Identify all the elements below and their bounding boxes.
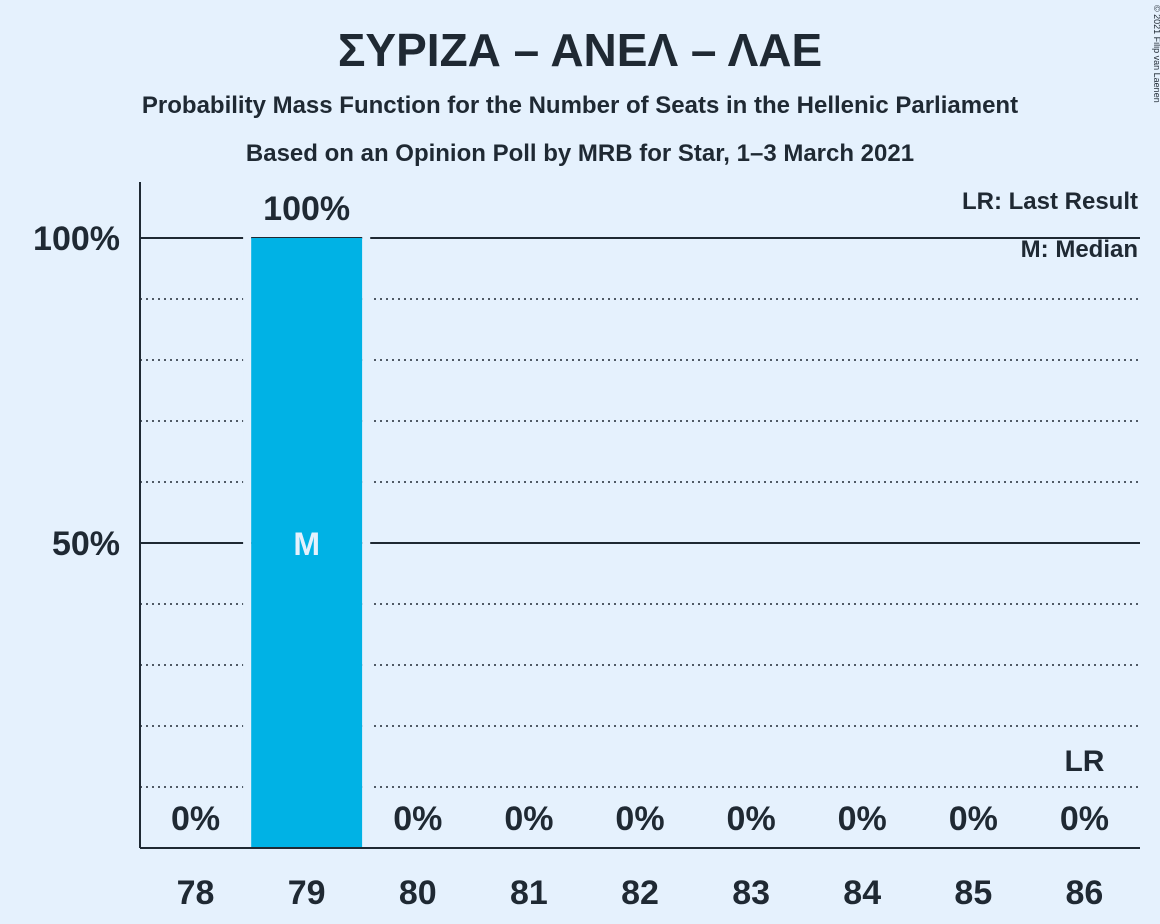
x-tick-label-82: 82: [621, 874, 659, 912]
bar-value-label-85: 0%: [949, 800, 998, 838]
last-result-marker: LR: [1064, 745, 1104, 778]
bar-gap-right-79: [362, 234, 371, 848]
legend-median: M: Median: [1021, 236, 1138, 263]
gridlines: [140, 237, 1140, 788]
x-tick-label-81: 81: [510, 874, 548, 912]
bars: [243, 234, 371, 848]
x-tick-label-83: 83: [732, 874, 770, 912]
x-tick-label-80: 80: [399, 874, 437, 912]
y-tick-label-50: 50%: [52, 525, 120, 563]
y-tick-label-100: 100%: [33, 220, 120, 258]
legend-last-result: LR: Last Result: [962, 188, 1138, 215]
bar-value-label-79: 100%: [263, 190, 350, 228]
chart-title: ΣΥΡΙΖΑ – ΑΝΕΛ – ΛΑΕ: [338, 24, 822, 76]
bar-79: [251, 238, 363, 848]
bar-value-label-82: 0%: [615, 800, 664, 838]
chart-subtitle: Probability Mass Function for the Number…: [142, 92, 1018, 119]
copyright-note: © 2021 Filip van Laenen: [1152, 5, 1160, 103]
axes: [139, 182, 1140, 849]
x-tick-label-85: 85: [954, 874, 992, 912]
bar-value-label-83: 0%: [727, 800, 776, 838]
bar-value-label-84: 0%: [838, 800, 887, 838]
bar-value-label-86: 0%: [1060, 800, 1109, 838]
labels: 50% 100% 0% 78 100% 79 M 0% 80 0% 81 0% 82 0% 83 0% 84 0%…: [33, 190, 1109, 912]
chart-subtitle-source: Based on an Opinion Poll by MRB for Star…: [246, 140, 914, 167]
bar-value-label-80: 0%: [393, 800, 442, 838]
bar-gap-left-79: [243, 234, 252, 848]
bar-value-label-81: 0%: [504, 800, 553, 838]
x-tick-label-84: 84: [843, 874, 881, 912]
median-marker: M: [293, 526, 320, 562]
x-tick-label-78: 78: [177, 874, 215, 912]
bar-value-label-78: 0%: [171, 800, 220, 838]
x-tick-label-86: 86: [1066, 874, 1104, 912]
x-tick-label-79: 79: [288, 874, 326, 912]
